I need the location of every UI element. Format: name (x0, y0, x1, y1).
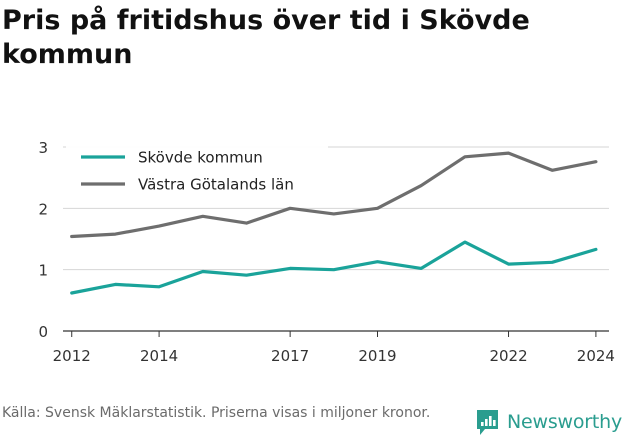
x-tick-label: 2014 (140, 347, 178, 365)
source-note: Källa: Svensk Mäklarstatistik. Priserna … (2, 405, 431, 421)
legend-label: Västra Götalands län (138, 176, 294, 194)
series-lines (70, 151, 598, 295)
x-tick-label: 2022 (489, 347, 527, 365)
x-axis: 2012 2014 2017 2019 2022 2024 (53, 331, 615, 365)
x-tick-label: 2019 (358, 347, 396, 365)
legend: Skövde kommun Västra Götalands län (66, 142, 328, 200)
series-line (70, 151, 598, 239)
series-line (70, 240, 598, 295)
legend-label: Skövde kommun (138, 149, 263, 167)
y-axis-tick-labels: 0 1 2 3 (38, 139, 48, 341)
brand: Newsworthy (475, 407, 622, 437)
line-chart: 0 1 2 3 2012 2014 2017 2019 2022 2024 Skövde kom… (38, 139, 615, 365)
x-tick-label: 2024 (577, 347, 615, 365)
newsworthy-logo-icon (477, 409, 498, 435)
y-tick-label: 1 (38, 262, 48, 280)
y-tick-label: 3 (38, 139, 48, 157)
x-tick-label: 2017 (271, 347, 309, 365)
brand-name: Newsworthy (507, 411, 623, 433)
y-tick-label: 2 (38, 200, 48, 218)
chart-title: Pris på fritidshus över tid i Skövde kom… (2, 5, 530, 70)
x-tick-label: 2012 (53, 347, 91, 365)
legend-background (66, 142, 328, 200)
y-tick-label: 0 (38, 323, 48, 341)
